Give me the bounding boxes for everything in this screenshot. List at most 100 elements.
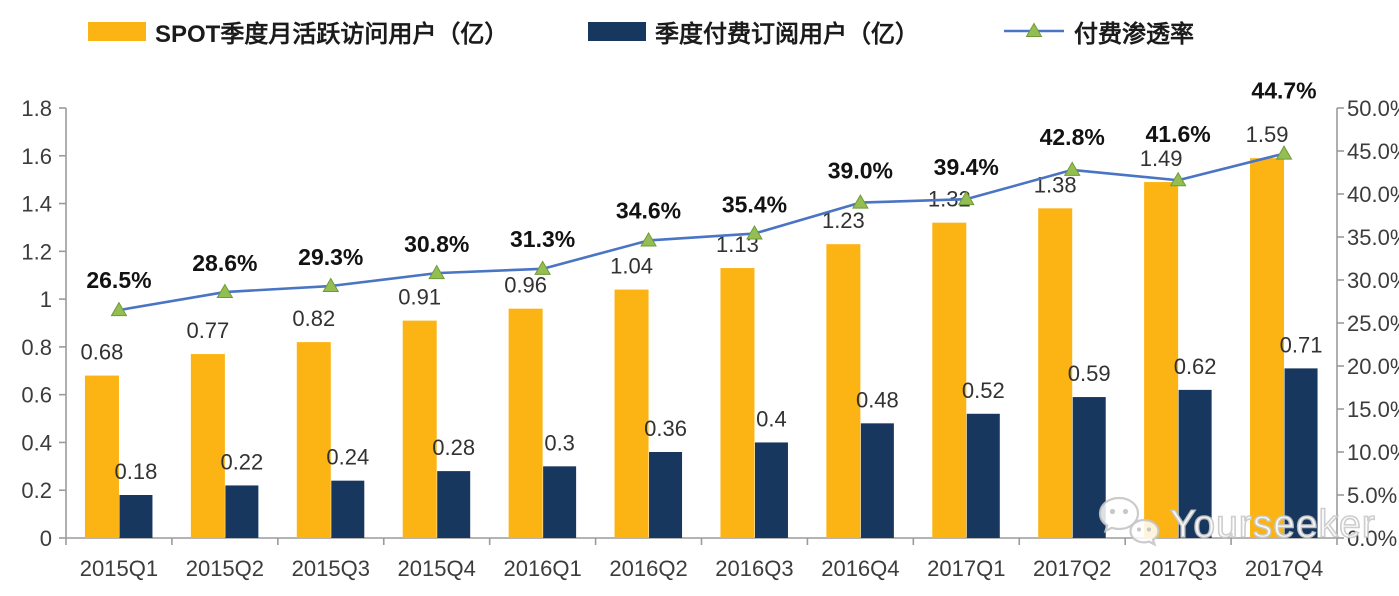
- penetration-marker: [957, 190, 975, 206]
- mau-bar-label: 1.38: [1034, 172, 1077, 197]
- penetration-label: 42.8%: [1040, 124, 1105, 150]
- subs-bar: [1284, 368, 1318, 538]
- penetration-label: 30.8%: [404, 231, 469, 257]
- x-tick-label: 2016Q1: [503, 556, 581, 581]
- mau-legend-swatch: [88, 21, 146, 41]
- x-tick-label: 2017Q2: [1033, 556, 1111, 581]
- penetration-label: 44.7%: [1251, 78, 1316, 104]
- mau-bar: [190, 354, 225, 538]
- x-tick-label: 2016Q4: [821, 556, 899, 581]
- penetration-label: 35.4%: [722, 192, 787, 218]
- penetration-marker: [1169, 171, 1187, 187]
- right-tick-label: 20.0%: [1347, 354, 1399, 379]
- x-tick-label: 2017Q1: [927, 556, 1005, 581]
- mau-bar-label: 0.82: [292, 306, 335, 331]
- x-tick-label: 2015Q1: [80, 556, 158, 581]
- right-tick-label: 40.0%: [1347, 182, 1399, 207]
- penetration-marker: [428, 264, 446, 280]
- mau-bar-label: 0.68: [81, 340, 124, 365]
- penetration-marker: [1275, 145, 1293, 160]
- left-tick-label: 1.8: [21, 96, 52, 121]
- right-tick-label: 0.0%: [1347, 526, 1397, 551]
- mau-legend-label: SPOT季度月活跃访问用户（亿）: [155, 20, 509, 48]
- penetration-line: [118, 152, 1285, 312]
- penetration-marker: [1063, 161, 1081, 176]
- legend-item-subs: 季度付费订阅用户（亿）: [588, 18, 919, 48]
- subs-bar: [860, 423, 894, 538]
- penetration-legend-marker-icon: [1004, 22, 1064, 37]
- right-tick-label: 50.0%: [1347, 96, 1399, 121]
- mau-bar-label: 0.91: [398, 285, 441, 310]
- x-tick-label: 2017Q4: [1245, 556, 1323, 581]
- mau-bar: [1144, 182, 1179, 539]
- mau-bar: [508, 308, 543, 538]
- subs-bar: [1072, 397, 1106, 538]
- right-tick-label: 30.0%: [1347, 268, 1399, 293]
- mau-bar-label: 1.59: [1246, 122, 1289, 147]
- subs-bar: [437, 471, 471, 538]
- x-tick-label: 2017Q3: [1139, 556, 1217, 581]
- subs-bar-label: 0.18: [115, 459, 158, 484]
- legend-item-mau: SPOT季度月活跃访问用户（亿）: [88, 18, 508, 48]
- subs-bar-label: 0.62: [1174, 354, 1217, 379]
- penetration-marker: [110, 301, 128, 317]
- left-tick-label: 0: [40, 526, 52, 551]
- subs-bar: [1178, 389, 1212, 538]
- right-tick-label: 45.0%: [1347, 139, 1399, 164]
- mau-bar: [614, 289, 649, 538]
- penetration-label: 26.5%: [86, 267, 151, 293]
- right-tick-label: 35.0%: [1347, 225, 1399, 250]
- subs-bar-label: 0.3: [544, 430, 575, 455]
- mau-bar: [296, 342, 331, 538]
- legend-item-penetration: 付费渗透率: [1003, 18, 1194, 48]
- subs-bar-label: 0.36: [644, 416, 687, 441]
- right-tick-label: 5.0%: [1347, 483, 1397, 508]
- left-tick-label: 1.4: [21, 192, 52, 217]
- subs-bar: [331, 480, 365, 538]
- subs-bar: [966, 413, 1000, 538]
- right-tick-label: 10.0%: [1347, 440, 1399, 465]
- left-tick-label: 0.4: [21, 430, 52, 455]
- subs-legend-swatch: [588, 21, 646, 41]
- mau-bar-label: 0.77: [186, 318, 229, 343]
- subs-bar-label: 0.48: [856, 387, 899, 412]
- mau-bar: [826, 244, 861, 538]
- subs-bar-label: 0.71: [1280, 332, 1323, 357]
- left-tick-label: 1: [40, 287, 52, 312]
- mau-bar: [1038, 208, 1073, 539]
- penetration-label: 41.6%: [1146, 121, 1211, 147]
- x-tick-label: 2015Q3: [292, 556, 370, 581]
- subs-bar: [754, 442, 788, 538]
- subs-bar-label: 0.4: [756, 406, 787, 431]
- x-tick-label: 2015Q2: [186, 556, 264, 581]
- penetration-marker: [852, 194, 869, 209]
- penetration-label: 29.3%: [298, 244, 363, 270]
- mau-bar: [720, 268, 755, 538]
- x-tick-label: 2016Q3: [715, 556, 793, 581]
- left-tick-label: 0.8: [21, 335, 52, 360]
- penetration-label: 39.0%: [828, 158, 893, 184]
- penetration-label: 34.6%: [616, 197, 681, 223]
- subs-bar-label: 0.28: [432, 435, 475, 460]
- subs-bar: [119, 495, 153, 538]
- mau-bar: [402, 320, 437, 538]
- subs-bar: [225, 485, 259, 538]
- subs-bar-label: 0.24: [326, 445, 369, 470]
- x-tick-label: 2015Q4: [398, 556, 476, 581]
- mau-bar-label: 0.96: [504, 273, 547, 298]
- legend-triangle-marker: [1025, 22, 1043, 37]
- subs-bar-label: 0.52: [962, 378, 1005, 403]
- subs-bar: [649, 452, 683, 538]
- mau-bar: [932, 222, 967, 538]
- mau-bar: [1250, 158, 1285, 538]
- left-tick-label: 0.6: [21, 383, 52, 408]
- penetration-legend-label: 付费渗透率: [1074, 20, 1194, 48]
- penetration-label: 39.4%: [934, 154, 999, 180]
- penetration-marker: [216, 283, 234, 299]
- subs-legend-label: 季度付费订阅用户（亿）: [655, 20, 919, 48]
- subs-bar: [543, 466, 577, 538]
- subs-bar-label: 0.22: [220, 449, 263, 474]
- subs-bar-label: 0.59: [1068, 361, 1111, 386]
